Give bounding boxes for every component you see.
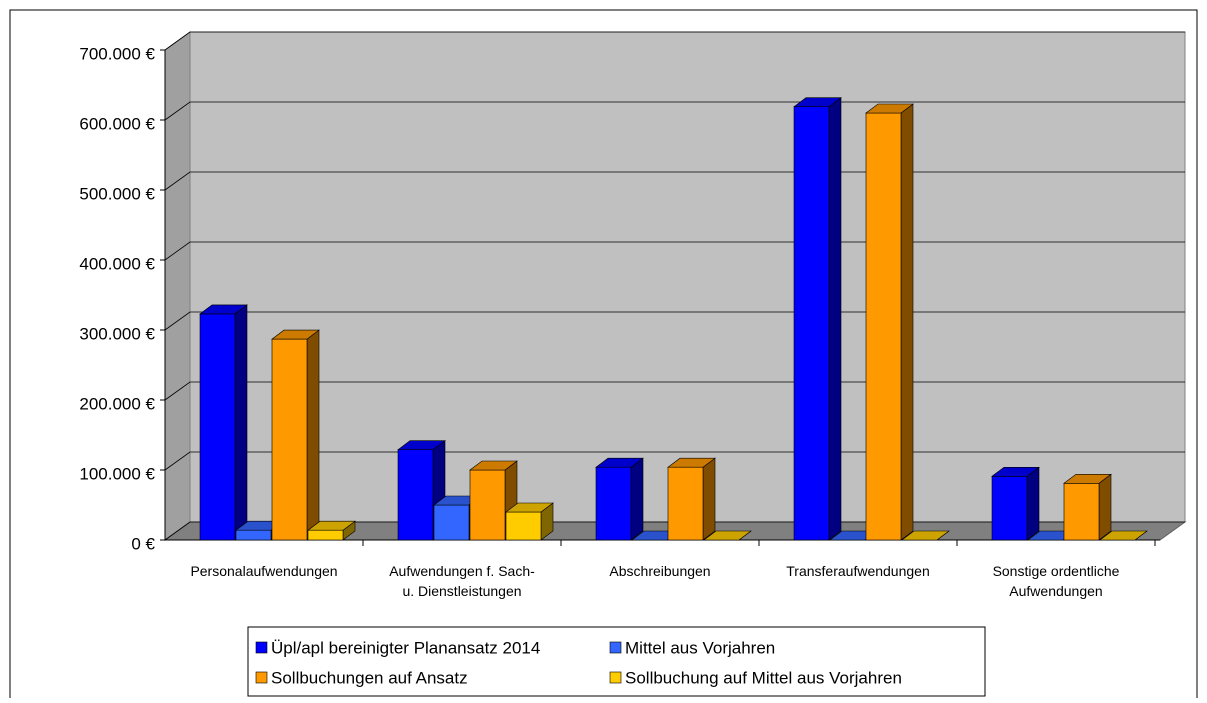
legend-label: Mittel aus Vorjahren — [625, 638, 775, 657]
bar-top — [901, 530, 950, 541]
bar-front — [271, 338, 308, 541]
bar-side — [828, 97, 842, 541]
y-tick-label: 600.000 € — [79, 114, 155, 133]
bar-side — [900, 103, 914, 541]
x-tick-label: Personalaufwendungen — [190, 563, 337, 579]
bar-front — [865, 112, 902, 541]
bar — [667, 457, 716, 541]
bar-top — [703, 530, 752, 541]
bar-top — [307, 520, 356, 531]
grid-line — [164, 31, 1185, 51]
bar — [307, 520, 356, 541]
bar — [271, 329, 320, 541]
bar-top — [199, 304, 248, 315]
back-wall — [189, 31, 1186, 523]
bar — [901, 530, 950, 541]
grid-line — [164, 521, 1185, 541]
bar — [865, 103, 914, 541]
legend — [247, 626, 986, 697]
y-tick-label: 300.000 € — [79, 324, 155, 343]
bar-front — [505, 511, 542, 541]
bar-top — [793, 97, 842, 107]
bar-side — [234, 304, 248, 541]
bar-top — [667, 457, 716, 468]
bar-front — [397, 449, 434, 541]
legend-swatch — [609, 671, 622, 684]
bar-front — [199, 313, 236, 541]
bar-side — [702, 457, 716, 541]
y-tick-label: 400.000 € — [79, 254, 155, 273]
bar-top — [271, 329, 320, 340]
grid-line — [164, 381, 1185, 401]
bar-front — [433, 504, 470, 541]
bar — [991, 466, 1040, 541]
bar-top — [991, 466, 1040, 477]
bar-top — [595, 457, 644, 468]
bar-side — [306, 329, 320, 541]
legend-swatch — [255, 641, 268, 654]
bar — [199, 304, 248, 541]
legend-label: Sollbuchungen auf Ansatz — [271, 668, 468, 687]
y-tick-label: 200.000 € — [79, 394, 155, 413]
bar — [505, 502, 554, 541]
side-wall — [164, 31, 191, 541]
legend-label: Sollbuchung auf Mittel aus Vorjahren — [625, 668, 902, 687]
bar-top — [1099, 530, 1148, 541]
bar-top — [469, 460, 518, 471]
bar-front — [1063, 482, 1100, 541]
y-tick-label: 500.000 € — [79, 184, 155, 203]
bar-front — [991, 475, 1028, 541]
bar — [793, 97, 842, 541]
grid-line — [164, 311, 1185, 331]
bar-side — [1026, 466, 1040, 541]
bar-top — [1063, 473, 1112, 484]
y-tick-label: 700.000 € — [79, 44, 155, 63]
legend-swatch — [255, 671, 268, 684]
bar — [595, 457, 644, 541]
bar-front — [595, 466, 632, 541]
bar-side — [1098, 473, 1112, 541]
x-tick-label: Transferaufwendungen — [786, 563, 929, 579]
bar-top — [505, 502, 554, 513]
grid-line — [164, 241, 1185, 261]
bar-top — [865, 103, 914, 114]
bar-side — [630, 457, 644, 541]
bar — [1099, 530, 1148, 541]
y-tick-label: 100.000 € — [79, 464, 155, 483]
grid-line — [164, 171, 1185, 191]
bar — [1063, 473, 1112, 541]
bar-front — [667, 466, 704, 541]
y-tick-label: 0 € — [131, 534, 155, 553]
bar-front — [469, 469, 506, 541]
grid-line — [164, 101, 1185, 121]
bar-front — [793, 106, 830, 541]
legend-swatch — [609, 641, 622, 654]
x-tick-label: Aufwendungen f. Sach-u. Dienstleistungen — [389, 563, 535, 599]
grid-line — [164, 451, 1185, 471]
legend-label: Üpl/apl bereinigter Planansatz 2014 — [271, 638, 540, 657]
bar — [703, 530, 752, 541]
bar-front — [235, 529, 272, 541]
bar-front — [307, 529, 344, 541]
x-tick-label: Sonstige ordentliche Aufwendungen — [993, 563, 1120, 599]
bar-top — [397, 440, 446, 451]
x-tick-label: Abschreibungen — [609, 563, 710, 579]
